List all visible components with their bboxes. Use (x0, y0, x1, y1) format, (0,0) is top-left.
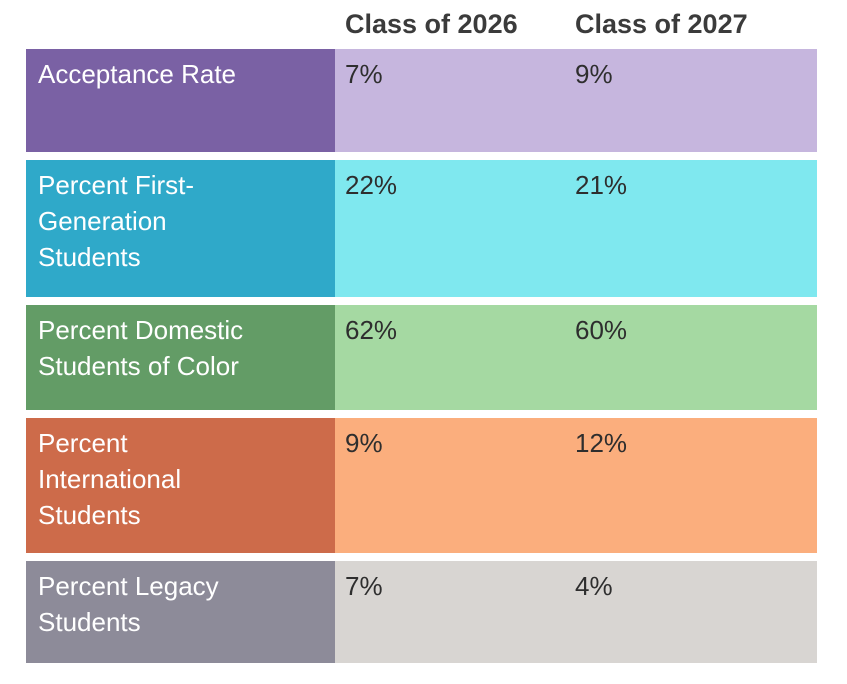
column-header-class-of-2026: Class of 2026 (345, 9, 518, 39)
table-row-international-students: Percent International Students 9% 12% (26, 418, 817, 553)
table-row-domestic-students-of-color: Percent Domestic Students of Color 62% 6… (26, 305, 817, 410)
table-row-first-generation: Percent First-Generation Students 22% 21… (26, 160, 817, 297)
row-label-cell: Percent International Students (26, 418, 335, 553)
row-label-cell: Percent Domestic Students of Color (26, 305, 335, 410)
row-label-cell: Acceptance Rate (26, 49, 335, 152)
value-cell-2026: 7% (335, 561, 565, 663)
row-label-cell: Percent First-Generation Students (26, 160, 335, 297)
row-label-cell: Percent Legacy Students (26, 561, 335, 663)
value-cell-2026: 22% (335, 160, 565, 297)
value-cell-2027: 21% (565, 160, 817, 297)
value-cell-2027: 60% (565, 305, 817, 410)
value-cell-2026: 9% (335, 418, 565, 553)
value-cell-2026: 62% (335, 305, 565, 410)
value-cell-2026: 7% (335, 49, 565, 152)
table-header-row: Class of 2026 Class of 2027 (26, 0, 817, 49)
row-label: Percent Domestic Students of Color (38, 315, 244, 381)
comparison-table: Class of 2026 Class of 2027 Acceptance R… (26, 0, 817, 671)
value-cell-2027: 9% (565, 49, 817, 152)
table-row-acceptance-rate: Acceptance Rate 7% 9% (26, 49, 817, 152)
row-label: Acceptance Rate (38, 59, 237, 89)
value-cell-2027: 4% (565, 561, 817, 663)
row-label: Percent First-Generation Students (38, 170, 195, 272)
table-row-legacy-students: Percent Legacy Students 7% 4% (26, 561, 817, 663)
row-label: Percent Legacy Students (38, 571, 219, 637)
column-header-class-of-2027: Class of 2027 (575, 9, 748, 39)
value-cell-2027: 12% (565, 418, 817, 553)
row-label: Percent International Students (38, 428, 182, 530)
